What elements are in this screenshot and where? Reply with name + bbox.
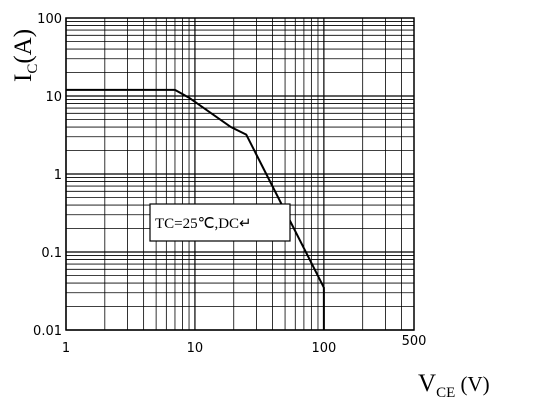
y-axis-title-main: I: [10, 74, 37, 82]
y-tick-label: 1: [54, 168, 62, 183]
y-tick-label: 100: [37, 12, 62, 27]
series-line: [66, 88, 325, 330]
x-tick-label: 500: [402, 334, 427, 349]
plot-frame: [65, 17, 415, 331]
x-tick-label: 10: [187, 341, 204, 356]
x-tick-label: 1: [62, 341, 70, 356]
y-tick-label: 0.1: [41, 246, 62, 261]
x-axis-title: VCE (V): [418, 370, 490, 401]
grid: [65, 18, 415, 331]
y-axis-title: IC(A): [10, 29, 41, 82]
svg-text:IC(A): IC(A): [10, 29, 41, 82]
x-axis-title-sub: CE: [436, 385, 455, 401]
x-tick-label: 100: [311, 341, 336, 356]
y-tick-label: 10: [45, 90, 62, 105]
annotation-box: TC=25℃,DC↵: [149, 203, 291, 242]
y-tick-label: 0.01: [33, 324, 62, 339]
x-axis-title-main: V: [418, 370, 436, 397]
y-axis-title-sub: C: [25, 64, 41, 74]
x-axis-title-rest: (V): [455, 372, 489, 396]
tick-labels: 1 10 100 500 0.01 0.1 1 10 100: [33, 12, 426, 356]
y-axis-title-rest: (A): [10, 29, 37, 64]
annotation-text: TC=25℃,DC↵: [155, 216, 252, 232]
